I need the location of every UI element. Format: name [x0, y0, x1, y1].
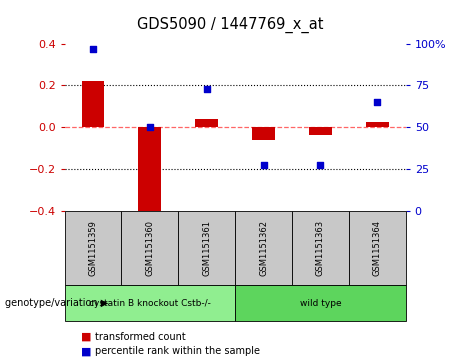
- Bar: [195, 119, 218, 127]
- Point: [317, 163, 324, 168]
- Point: [89, 46, 97, 52]
- Text: GSM1151364: GSM1151364: [373, 220, 382, 276]
- FancyBboxPatch shape: [65, 211, 121, 285]
- Text: GDS5090 / 1447769_x_at: GDS5090 / 1447769_x_at: [137, 16, 324, 33]
- FancyBboxPatch shape: [235, 211, 292, 285]
- Bar: [309, 127, 332, 135]
- Text: GSM1151363: GSM1151363: [316, 220, 325, 276]
- FancyBboxPatch shape: [235, 285, 406, 321]
- Bar: [366, 122, 389, 127]
- Point: [146, 124, 154, 130]
- Text: genotype/variation ▶: genotype/variation ▶: [5, 298, 108, 308]
- Text: transformed count: transformed count: [95, 332, 185, 342]
- Point: [203, 86, 210, 91]
- FancyBboxPatch shape: [349, 211, 406, 285]
- Bar: [138, 127, 161, 214]
- Text: GSM1151360: GSM1151360: [145, 220, 154, 276]
- FancyBboxPatch shape: [121, 211, 178, 285]
- Text: GSM1151362: GSM1151362: [259, 220, 268, 276]
- Text: percentile rank within the sample: percentile rank within the sample: [95, 346, 260, 356]
- Text: cystatin B knockout Cstb-/-: cystatin B knockout Cstb-/-: [89, 299, 211, 307]
- Text: wild type: wild type: [300, 299, 341, 307]
- Text: ■: ■: [81, 346, 91, 356]
- Bar: [252, 127, 275, 140]
- Point: [260, 163, 267, 168]
- FancyBboxPatch shape: [65, 285, 235, 321]
- Bar: [82, 81, 104, 127]
- Text: ■: ■: [81, 332, 91, 342]
- FancyBboxPatch shape: [292, 211, 349, 285]
- Point: [373, 99, 381, 105]
- FancyBboxPatch shape: [178, 211, 235, 285]
- Text: GSM1151359: GSM1151359: [89, 220, 97, 276]
- Text: GSM1151361: GSM1151361: [202, 220, 211, 276]
